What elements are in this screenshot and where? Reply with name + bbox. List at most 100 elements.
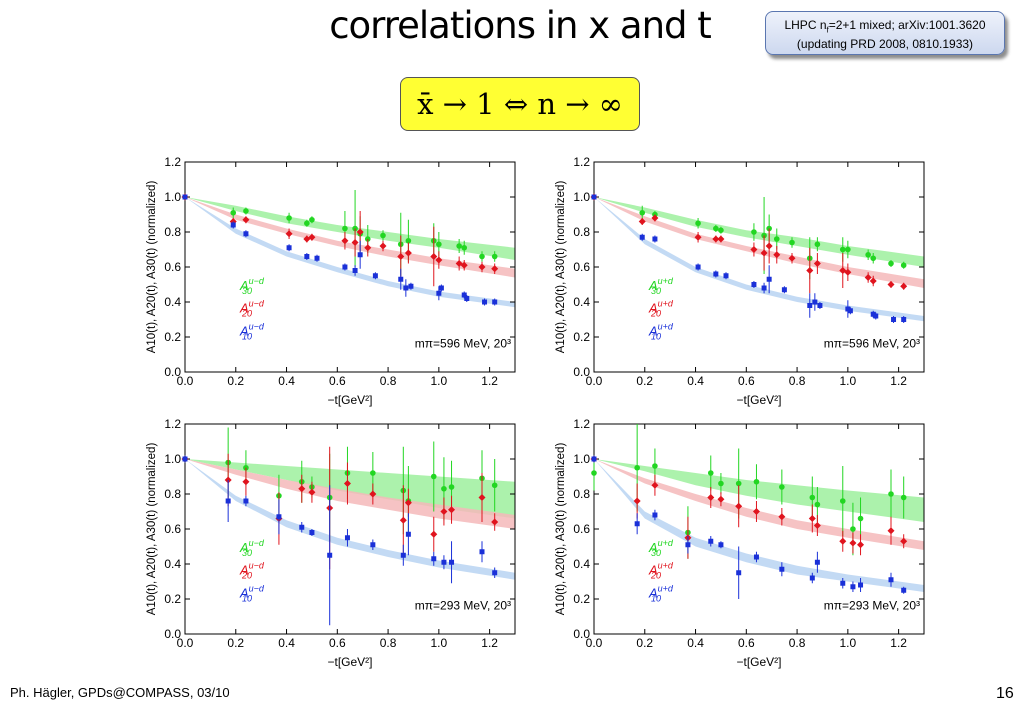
- chart-panel-bottom-right: 0.0 0.2 0.4 0.6 0.8 1.0 1.2 0.0 0.2 0.4 0.6 0.8 1.0 1…: [555, 417, 925, 669]
- point-A20: [356, 228, 364, 236]
- point-A10: [431, 556, 437, 562]
- point-A30: [865, 251, 871, 258]
- legend-A10: Au+d 10: [648, 583, 674, 603]
- point-A10: [492, 299, 498, 305]
- point-A10: [276, 514, 282, 520]
- point-A30: [839, 246, 846, 253]
- point-A20: [717, 235, 725, 243]
- point-A10: [807, 303, 813, 308]
- chart-panel-top-right: 0.0 0.2 0.4 0.6 0.8 1.0 1.2 0.0 0.2 0.4 0.6 0.8 1.0 1…: [555, 155, 925, 407]
- point-A30: [479, 253, 485, 260]
- x-tick-label: 0.0: [586, 374, 603, 388]
- point-A30: [900, 262, 907, 269]
- point-A30: [448, 484, 455, 490]
- y-tick-label: 1.0: [573, 452, 590, 466]
- chart-annotation: mπ=596 MeV, 20³: [415, 337, 511, 351]
- point-A30: [773, 236, 780, 242]
- x-tick-label: 1.0: [840, 374, 857, 388]
- point-A10: [479, 549, 485, 555]
- point-A10: [850, 584, 856, 590]
- point-A10: [352, 268, 358, 273]
- y-tick-label: 0.2: [573, 592, 590, 606]
- legend-A10: Au+d 10: [648, 321, 674, 341]
- point-A20: [478, 494, 486, 501]
- x-tick-label: 0.4: [278, 374, 295, 388]
- point-A30: [751, 229, 757, 235]
- point-A30: [304, 220, 310, 227]
- x-tick-label: 0.2: [636, 636, 653, 650]
- x-tick-label: 0.8: [789, 374, 806, 388]
- point-A30: [766, 225, 772, 232]
- point-A20: [491, 518, 499, 526]
- point-A10: [840, 580, 846, 586]
- point-A30: [753, 478, 760, 485]
- point-A10: [718, 542, 724, 548]
- point-A20: [717, 495, 725, 503]
- point-A20: [750, 246, 758, 253]
- point-A20: [369, 490, 377, 498]
- legend-A10: Au−d 10: [239, 321, 265, 341]
- point-A10: [182, 194, 188, 200]
- point-A20: [491, 265, 499, 273]
- point-A30: [779, 484, 785, 490]
- point-A30: [870, 255, 877, 262]
- chart-annotation: mπ=596 MeV, 20³: [824, 337, 920, 351]
- point-A10: [400, 552, 406, 558]
- x-axis-label: −t[GeV²]: [736, 393, 781, 407]
- y-tick-label: 0.4: [573, 557, 590, 571]
- point-A20: [435, 256, 443, 264]
- point-A30: [230, 209, 237, 216]
- x-tick-label: 1.0: [431, 374, 448, 388]
- point-A20: [760, 249, 768, 257]
- band-A30: [185, 197, 515, 260]
- point-A30: [718, 480, 724, 487]
- x-tick-label: 0.2: [227, 636, 244, 650]
- point-A30: [380, 232, 386, 239]
- point-A10: [464, 296, 470, 301]
- footer-author: Ph. Hägler, GPDs@COMPASS, 03/10: [10, 685, 230, 700]
- point-A10: [286, 245, 292, 251]
- point-A20: [765, 242, 773, 250]
- point-A30: [634, 464, 640, 471]
- legend-A10: Au−d 10: [239, 583, 265, 603]
- point-A10: [441, 559, 447, 565]
- point-A20: [430, 253, 438, 260]
- band-A20: [594, 197, 924, 288]
- reference-line-1: LHPC nf=2+1 mixed; arXiv:1001.3620: [784, 18, 986, 35]
- y-tick-label: 0.0: [164, 627, 181, 641]
- point-A20: [813, 260, 821, 267]
- point-A10: [405, 531, 411, 537]
- point-A30: [695, 220, 701, 227]
- point-A20: [651, 481, 659, 489]
- y-tick-label: 0.0: [164, 365, 181, 379]
- point-A20: [900, 282, 908, 290]
- point-A10: [779, 566, 785, 572]
- point-A30: [491, 253, 498, 260]
- point-A10: [309, 530, 315, 535]
- y-tick-label: 0.8: [164, 225, 181, 239]
- point-A20: [341, 237, 349, 245]
- point-A20: [343, 480, 351, 487]
- point-A30: [441, 485, 447, 492]
- point-A10: [461, 292, 467, 298]
- y-tick-label: 0.2: [573, 330, 590, 344]
- point-A10: [713, 271, 719, 277]
- point-A20: [712, 235, 720, 243]
- point-A30: [888, 260, 894, 267]
- y-tick-label: 0.0: [573, 365, 590, 379]
- x-tick-label: 1.2: [481, 374, 498, 388]
- point-A10: [398, 276, 404, 282]
- legend-A20: Au−d 20: [239, 561, 265, 581]
- point-A10: [370, 542, 376, 548]
- y-tick-label: 1.0: [573, 190, 590, 204]
- x-tick-label: 0.8: [380, 636, 397, 650]
- x-tick-label: 0.4: [687, 636, 704, 650]
- y-tick-label: 1.2: [573, 417, 590, 431]
- y-tick-label: 1.0: [164, 452, 181, 466]
- point-A20: [788, 254, 796, 262]
- y-tick-label: 0.6: [573, 260, 590, 274]
- point-A20: [460, 261, 468, 269]
- y-axis-label: A10(t), A20(t), A30(t) (normalized): [555, 443, 567, 616]
- x-tick-label: 0.6: [738, 374, 755, 388]
- point-A10: [888, 577, 894, 583]
